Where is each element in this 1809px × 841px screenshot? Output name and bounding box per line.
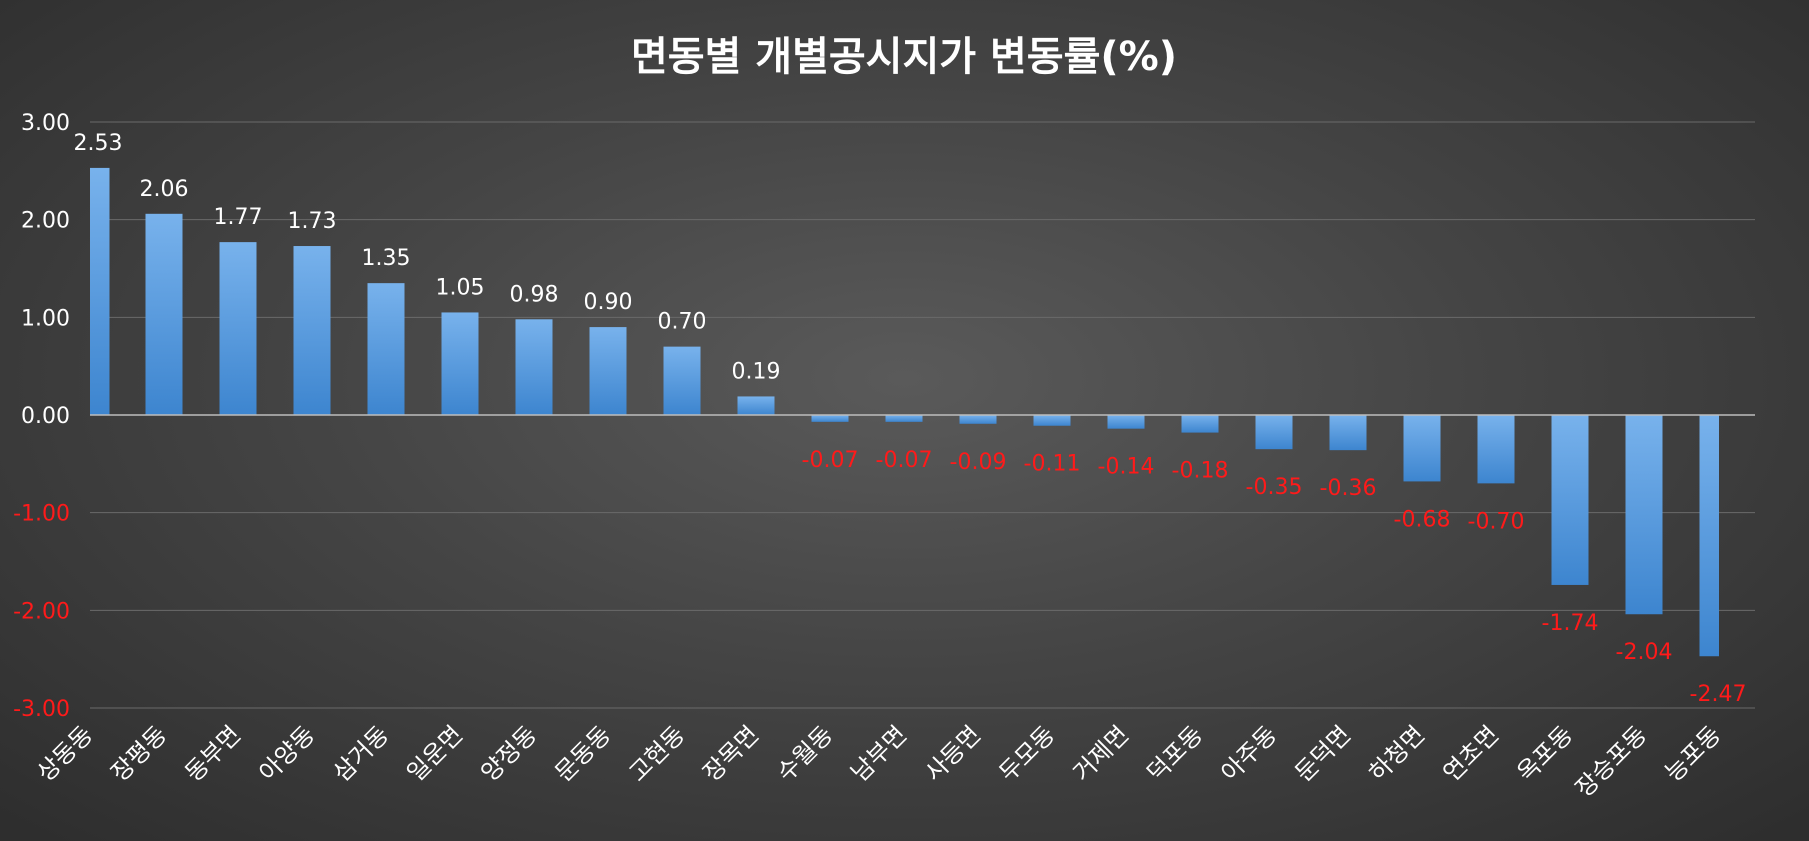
x-tick-label: 삼거동 (328, 720, 395, 787)
bar (1403, 415, 1441, 482)
bar (1699, 415, 1719, 657)
data-label: 1.35 (362, 246, 411, 271)
x-axis-ticks: 상동동 장평동 동부면 아양동 삼거동 일운면 양정동 문동동 고현동 장목면 수월동 남부면 사등면 두… (32, 720, 1727, 802)
bar (441, 312, 479, 415)
data-label: -0.14 (1098, 455, 1155, 480)
x-tick-label: 장평동 (106, 720, 173, 787)
bar (1181, 415, 1219, 433)
x-tick-label: 옥포동 (1512, 720, 1579, 787)
data-label: 1.05 (436, 275, 485, 300)
x-tick-label: 아주동 (1216, 720, 1283, 787)
data-label: 0.90 (584, 290, 633, 315)
x-tick-label: 하청면 (1364, 720, 1431, 787)
y-tick-label: -1.00 (13, 502, 70, 527)
bar (90, 167, 110, 415)
data-label: -0.70 (1468, 509, 1525, 534)
x-tick-label: 덕포동 (1142, 720, 1209, 787)
data-label: -0.07 (876, 448, 933, 473)
y-tick-label: 0.00 (21, 404, 70, 429)
data-label: -2.04 (1616, 640, 1673, 665)
bar (1329, 415, 1367, 451)
data-labels: 2.53 2.06 1.77 1.73 1.35 1.05 0.98 0.90 0.70 0.19… (74, 131, 1747, 707)
data-label: -0.68 (1394, 507, 1451, 532)
data-label: -0.09 (950, 450, 1007, 475)
bar (367, 283, 405, 415)
x-tick-label: 수월동 (772, 720, 839, 787)
y-tick-label: 2.00 (21, 209, 70, 234)
data-label: -1.74 (1542, 611, 1599, 636)
data-label: 0.19 (732, 359, 781, 384)
x-tick-label: 양정동 (476, 720, 543, 787)
bars (90, 167, 1719, 657)
x-tick-label: 거제면 (1068, 720, 1135, 787)
bar (1551, 415, 1589, 585)
data-label: -0.36 (1320, 476, 1377, 501)
bar (293, 246, 331, 415)
y-axis-ticks: 3.00 2.00 1.00 0.00 -1.00 -2.00 -3.00 (13, 111, 70, 722)
data-label: 2.53 (74, 131, 123, 156)
bar (589, 327, 627, 415)
x-tick-label: 장승포동 (1570, 720, 1652, 802)
data-label: -0.11 (1024, 452, 1081, 477)
data-label: 0.70 (658, 310, 707, 335)
data-label: 0.98 (510, 282, 559, 307)
x-tick-label: 일운면 (402, 720, 469, 787)
y-tick-label: 3.00 (21, 111, 70, 136)
bar (515, 319, 553, 415)
y-tick-label: -2.00 (13, 599, 70, 624)
x-tick-label: 사등면 (920, 720, 987, 787)
bar (811, 415, 849, 422)
data-label: -2.47 (1690, 682, 1747, 707)
bar (1625, 415, 1663, 615)
data-label: 1.73 (288, 209, 337, 234)
data-label: -0.18 (1172, 459, 1229, 484)
bar (1255, 415, 1293, 450)
chart-title: 면동별 개별공시지가 변동률(%) (631, 34, 1177, 80)
x-tick-label: 문동동 (550, 720, 617, 787)
x-tick-label: 아양동 (254, 720, 321, 787)
bar (737, 396, 775, 415)
bar (1107, 415, 1145, 429)
x-tick-label: 둔덕면 (1290, 720, 1357, 787)
data-label: -0.07 (802, 448, 859, 473)
bar (1477, 415, 1515, 484)
bar (885, 415, 923, 422)
x-tick-label: 두모동 (994, 720, 1061, 787)
x-tick-label: 능포동 (1660, 720, 1727, 787)
x-tick-label: 연초면 (1438, 720, 1505, 787)
x-tick-label: 남부면 (846, 720, 913, 787)
x-tick-label: 장목면 (698, 720, 765, 787)
y-tick-label: 1.00 (21, 306, 70, 331)
bar (663, 346, 701, 415)
bar (1033, 415, 1071, 426)
y-tick-label: -3.00 (13, 697, 70, 722)
x-tick-label: 고현동 (624, 720, 691, 787)
x-tick-label: 동부면 (180, 720, 247, 787)
bar (145, 213, 183, 415)
data-label: 1.77 (214, 205, 263, 230)
data-label: 2.06 (140, 177, 189, 202)
x-tick-label: 상동동 (32, 720, 99, 787)
bar (959, 415, 997, 424)
bar (219, 242, 257, 415)
data-label: -0.35 (1246, 475, 1303, 500)
